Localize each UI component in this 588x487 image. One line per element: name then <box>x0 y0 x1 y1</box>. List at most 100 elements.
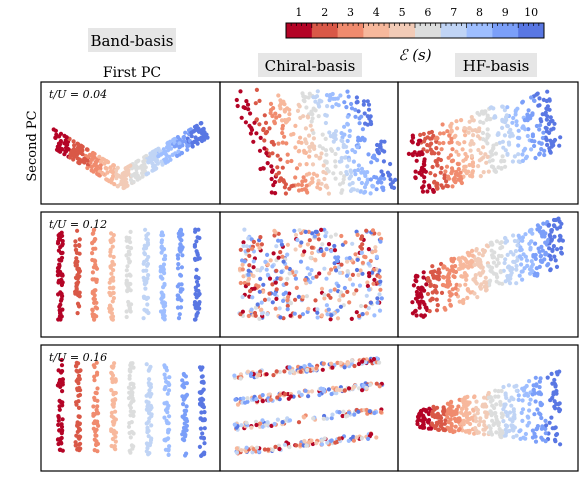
scatter-point <box>538 123 543 128</box>
scatter-point <box>254 131 259 136</box>
scatter-point <box>181 138 187 143</box>
scatter-point <box>510 120 515 125</box>
scatter-point <box>411 283 416 288</box>
scatter-point <box>59 363 65 368</box>
scatter-point <box>270 447 275 452</box>
scatter-point <box>481 155 486 160</box>
scatter-point <box>320 242 325 247</box>
scatter-point <box>204 132 209 137</box>
scatter-point <box>299 182 304 188</box>
scatter-point <box>111 233 116 238</box>
scatter-point <box>263 120 269 125</box>
scatter-point <box>310 179 315 185</box>
scatter-point <box>159 233 164 238</box>
scatter-point <box>457 283 462 288</box>
scatter-point <box>559 221 564 226</box>
scatter-point <box>329 361 334 366</box>
scatter-point <box>159 244 164 249</box>
scatter-point <box>342 285 347 291</box>
scatter-point <box>353 149 358 155</box>
scatter-point <box>194 279 200 284</box>
scatter-point <box>339 155 344 161</box>
scatter-point <box>415 142 421 147</box>
scatter-point <box>538 117 543 122</box>
scatter-point <box>337 436 342 441</box>
scatter-point <box>159 238 165 243</box>
scatter-point <box>160 295 165 300</box>
scatter-point <box>178 144 183 149</box>
scatter-point <box>60 389 65 394</box>
scatter-point <box>72 143 77 148</box>
scatter-point <box>59 357 64 363</box>
scatter-point <box>494 417 499 422</box>
scatter-point <box>499 166 504 171</box>
scatter-point <box>60 369 65 374</box>
scatter-point <box>254 87 259 92</box>
scatter-point <box>317 144 322 149</box>
scatter-point <box>333 164 338 169</box>
scatter-point <box>518 436 523 441</box>
scatter-point <box>527 379 532 384</box>
scatter-point <box>506 277 511 282</box>
scatter-point <box>95 386 100 391</box>
scatter-point <box>59 147 65 152</box>
scatter-point <box>447 282 452 287</box>
scatter-point <box>57 262 62 267</box>
scatter-point <box>128 246 134 251</box>
scatter-point <box>496 394 501 399</box>
scatter-point <box>554 264 560 269</box>
scatter-point <box>59 297 64 302</box>
scatter-point <box>147 388 152 393</box>
scatter-point <box>193 135 198 140</box>
scatter-point <box>431 404 436 409</box>
scatter-point <box>128 281 133 287</box>
scatter-point <box>323 120 328 126</box>
scatter-point <box>194 306 199 311</box>
scatter-point <box>306 95 311 100</box>
scatter-point <box>246 236 251 241</box>
scatter-point <box>278 101 284 106</box>
scatter-point <box>148 382 153 387</box>
scatter-point <box>247 253 252 258</box>
scatter-point <box>294 285 299 290</box>
scatter-point <box>352 291 357 296</box>
scatter-point <box>439 183 444 188</box>
scatter-point <box>275 153 280 158</box>
scatter-point <box>349 358 355 363</box>
scatter-point <box>366 152 371 157</box>
scatter-point <box>451 274 456 279</box>
scatter-point <box>293 123 298 128</box>
scatter-point <box>474 419 479 424</box>
scatter-point <box>533 375 538 380</box>
scatter-point <box>77 376 82 381</box>
scatter-point <box>481 269 486 274</box>
scatter-point <box>166 447 171 452</box>
scatter-point <box>285 106 290 111</box>
scatter-point <box>110 398 115 403</box>
scatter-point <box>198 397 203 402</box>
scatter-point <box>114 172 119 177</box>
scatter-point <box>77 294 82 299</box>
scatter-point <box>498 270 503 275</box>
scatter-point <box>306 229 311 234</box>
scatter-point <box>516 143 521 148</box>
scatter-point <box>374 187 379 192</box>
scatter-point <box>253 101 258 106</box>
scatter-point <box>515 243 520 248</box>
scatter-point <box>473 416 478 421</box>
scatter-point <box>176 231 181 236</box>
panel-hf-row3 <box>397 344 579 472</box>
scatter-point <box>249 371 254 376</box>
scatter-point <box>471 118 476 123</box>
scatter-point <box>304 162 309 167</box>
scatter-point <box>163 156 169 161</box>
scatter-point <box>175 305 181 310</box>
scatter-point <box>537 151 542 156</box>
scatter-point <box>456 266 461 272</box>
scatter-point <box>507 281 513 286</box>
scatter-point <box>319 313 325 318</box>
scatter-point <box>329 438 334 443</box>
scatter-point <box>441 140 446 146</box>
scatter-point <box>146 310 151 316</box>
scatter-point <box>60 380 65 385</box>
